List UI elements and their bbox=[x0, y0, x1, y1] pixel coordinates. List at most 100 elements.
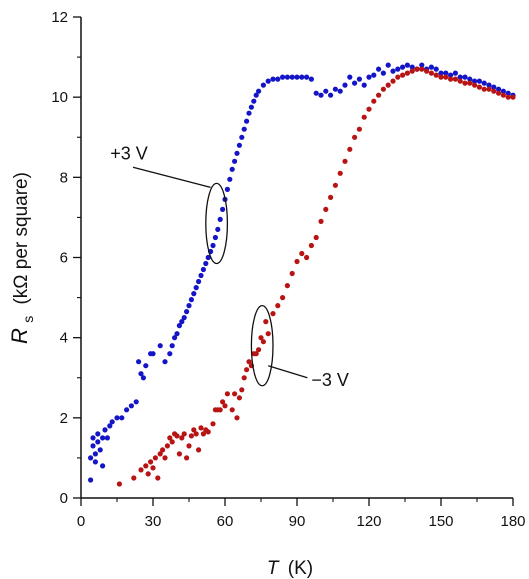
data-point bbox=[157, 343, 163, 349]
data-point bbox=[332, 182, 338, 188]
data-point bbox=[162, 455, 168, 461]
data-point bbox=[140, 375, 146, 381]
data-point bbox=[229, 407, 235, 413]
data-point bbox=[260, 82, 266, 88]
data-point bbox=[356, 76, 362, 82]
data-point bbox=[328, 92, 334, 98]
data-point bbox=[404, 62, 410, 68]
data-point bbox=[236, 142, 242, 148]
data-point bbox=[433, 72, 439, 78]
data-point bbox=[352, 80, 358, 86]
annotation-label: +3 V bbox=[110, 143, 148, 163]
data-point bbox=[289, 270, 295, 277]
data-point bbox=[179, 435, 185, 441]
data-point bbox=[299, 74, 305, 80]
data-point bbox=[244, 118, 250, 124]
data-point bbox=[376, 66, 382, 72]
data-point bbox=[304, 74, 310, 80]
data-point bbox=[256, 88, 262, 94]
data-point bbox=[222, 403, 228, 409]
data-point bbox=[270, 76, 276, 82]
y-tick-label: 0 bbox=[60, 490, 68, 507]
data-series bbox=[88, 62, 516, 487]
data-point bbox=[167, 351, 173, 357]
data-point bbox=[248, 104, 254, 110]
data-point bbox=[428, 64, 434, 70]
data-point bbox=[150, 351, 156, 357]
data-point bbox=[169, 343, 175, 349]
y-tick-label: 8 bbox=[60, 169, 68, 186]
data-point bbox=[313, 234, 319, 241]
data-point bbox=[318, 92, 324, 98]
series-minus3v bbox=[116, 66, 516, 487]
data-point bbox=[188, 297, 194, 303]
data-point bbox=[380, 70, 386, 76]
data-point bbox=[342, 82, 348, 88]
data-point bbox=[181, 431, 187, 437]
data-point bbox=[438, 70, 444, 76]
data-point bbox=[462, 74, 468, 80]
data-point bbox=[167, 435, 173, 441]
data-point bbox=[299, 250, 305, 257]
data-point bbox=[280, 74, 286, 80]
data-point bbox=[404, 70, 410, 76]
data-point bbox=[160, 447, 166, 453]
data-point bbox=[472, 82, 478, 88]
data-point bbox=[342, 158, 348, 164]
data-point bbox=[232, 158, 238, 164]
data-point bbox=[347, 74, 353, 80]
data-point bbox=[184, 309, 190, 315]
data-point bbox=[104, 435, 110, 441]
data-point bbox=[229, 166, 235, 172]
data-point bbox=[95, 439, 101, 445]
data-point bbox=[294, 258, 300, 265]
data-point bbox=[500, 88, 506, 94]
data-point bbox=[186, 303, 192, 309]
data-point bbox=[424, 68, 430, 74]
data-point bbox=[476, 84, 482, 90]
y-axis-subscript: s bbox=[20, 316, 36, 323]
data-point bbox=[380, 86, 386, 92]
data-point bbox=[145, 471, 151, 477]
data-point bbox=[241, 126, 247, 132]
data-point bbox=[260, 339, 266, 345]
data-point bbox=[256, 347, 262, 353]
data-point bbox=[136, 359, 142, 365]
data-point bbox=[400, 64, 406, 70]
data-point bbox=[275, 76, 281, 82]
data-point bbox=[390, 78, 396, 84]
series-plus3v bbox=[88, 62, 516, 483]
data-point bbox=[371, 72, 377, 78]
data-point bbox=[224, 391, 230, 397]
data-point bbox=[448, 76, 454, 82]
data-point bbox=[205, 254, 211, 261]
data-point bbox=[419, 62, 425, 68]
data-point bbox=[176, 451, 182, 457]
data-point bbox=[457, 78, 463, 84]
x-tick-label: 90 bbox=[289, 513, 306, 530]
data-point bbox=[251, 98, 257, 104]
data-point bbox=[337, 88, 343, 94]
data-point bbox=[289, 74, 295, 80]
data-point bbox=[280, 295, 286, 301]
data-point bbox=[188, 433, 194, 439]
data-point bbox=[198, 425, 204, 431]
data-point bbox=[203, 260, 209, 267]
data-point bbox=[148, 459, 154, 465]
data-point bbox=[304, 254, 310, 261]
data-point bbox=[152, 455, 158, 461]
data-point bbox=[244, 367, 250, 373]
data-point bbox=[88, 455, 94, 461]
data-point bbox=[284, 74, 290, 80]
data-point bbox=[443, 70, 449, 76]
data-point bbox=[467, 76, 473, 82]
data-point bbox=[409, 68, 415, 74]
y-tick-label: 12 bbox=[51, 9, 68, 26]
data-point bbox=[184, 455, 190, 461]
data-point bbox=[138, 371, 144, 377]
data-point bbox=[376, 92, 382, 98]
data-point bbox=[294, 74, 300, 80]
data-point bbox=[452, 70, 458, 76]
data-point bbox=[332, 86, 338, 92]
